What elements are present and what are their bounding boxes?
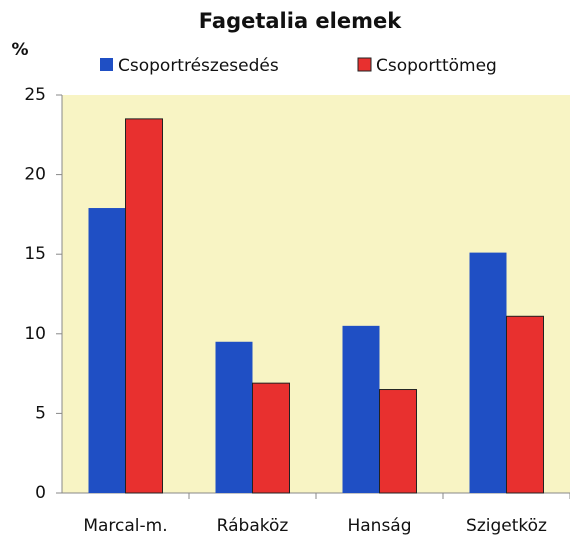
y-tick-label: 10 (24, 324, 46, 344)
bar (506, 315, 544, 494)
legend-label: Csoportrészesedés (118, 56, 279, 76)
x-tick-label: Marcal-m. (83, 516, 167, 536)
legend-label: Csoporttömeg (376, 56, 497, 76)
y-tick-label: 5 (35, 403, 46, 423)
bar (252, 382, 290, 494)
bar (469, 252, 507, 493)
bar (342, 325, 380, 493)
x-tick-label: Hanság (347, 516, 411, 536)
bar (215, 341, 253, 493)
y-tick-label: 20 (24, 165, 46, 185)
chart-title: Fagetalia elemek (199, 9, 402, 33)
x-tick-label: Rábaköz (217, 516, 289, 536)
bar (379, 389, 417, 494)
legend-swatch (357, 57, 372, 72)
bar (125, 118, 163, 494)
bar (88, 208, 126, 494)
x-tick-label: Szigetköz (466, 516, 547, 536)
y-axis-label: % (11, 40, 28, 60)
legend-swatch (100, 58, 113, 71)
y-tick-label: 25 (24, 85, 46, 105)
y-tick-label: 0 (35, 483, 46, 503)
y-tick-label: 15 (24, 244, 46, 264)
